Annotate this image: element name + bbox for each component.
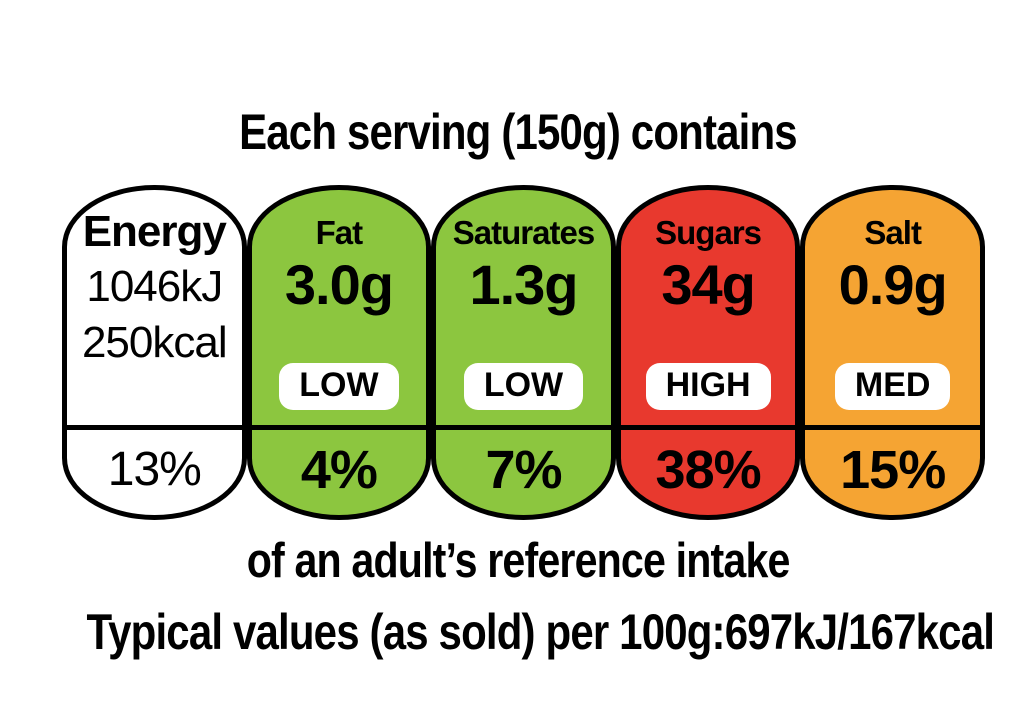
typical-values-row: Typical values (as sold) per 100g:697kJ/… [0,603,1036,661]
reference-intake-row: of an adult’s reference intake [0,533,1036,589]
panel-saturates-main: Saturates 1.3g LOW [436,190,611,425]
sugars-value: 34g [661,252,755,316]
fat-percent: 4% [300,439,378,500]
sugars-percent: 38% [655,439,762,500]
energy-label: Energy [82,207,227,256]
reference-intake-text: of an adult’s reference intake [246,534,791,588]
sugars-level-badge: HIGH [645,362,771,410]
panel-sugars: Sugars 34g HIGH 38% [615,185,801,520]
energy-kj-value: 1046kJ [86,261,223,311]
saturates-divider-line [436,425,611,430]
energy-kcal-value: 250kcal [81,318,228,368]
saturates-level-badge: LOW [463,362,584,410]
panel-salt: Salt 0.9g MED 15% [800,185,985,520]
salt-value: 0.9g [838,252,948,316]
serving-title: Each serving (150g) contains [239,104,798,160]
fat-level-badge: LOW [279,362,399,410]
fat-value: 3.0g [284,252,394,316]
traffic-light-panels: Energy 1046kJ 250kcal 13% Fat 3.0g LOW 4… [62,185,985,520]
panel-energy: Energy 1046kJ 250kcal 13% [62,185,247,520]
salt-percent: 15% [840,439,946,500]
panel-salt-main: Salt 0.9g MED [805,190,980,425]
sugars-divider-line [620,425,796,430]
saturates-label: Saturates [452,214,595,251]
salt-divider-line [805,425,980,430]
salt-level-badge: MED [834,362,951,410]
salt-label: Salt [864,214,922,251]
panel-sugars-main: Sugars 34g HIGH [621,190,796,425]
energy-divider-line [67,425,242,430]
serving-title-row: Each serving (150g) contains [0,103,1036,161]
energy-percent: 13% [107,443,202,496]
panel-fat-main: Fat 3.0g LOW [252,190,427,425]
saturates-percent: 7% [485,439,562,500]
typical-values-text: Typical values (as sold) per 100g:697kJ/… [86,604,995,660]
panel-fat: Fat 3.0g LOW 4% [246,185,432,520]
sugars-label: Sugars [655,214,762,251]
fat-divider-line [251,425,427,430]
saturates-value: 1.3g [469,252,578,316]
panel-saturates: Saturates 1.3g LOW 7% [431,185,616,520]
panel-energy-main: Energy 1046kJ 250kcal [67,190,242,425]
fat-label: Fat [315,214,363,251]
